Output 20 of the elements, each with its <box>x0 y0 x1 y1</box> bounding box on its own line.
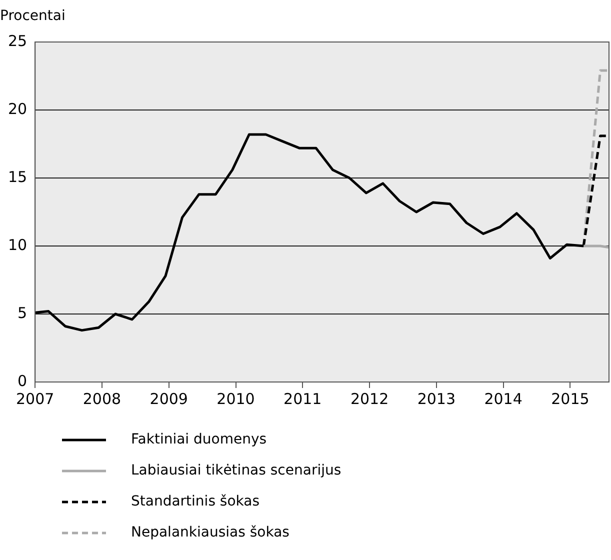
y-tick-label: 5 <box>18 304 28 322</box>
x-tick-label: 2009 <box>150 390 188 408</box>
legend-label: Standartinis šokas <box>131 494 260 510</box>
legend-label: Nepalankiausias šokas <box>131 524 290 541</box>
legend-label: Faktiniai duomenys <box>131 432 267 448</box>
x-tick-label: 2012 <box>350 390 389 408</box>
x-tick-label: 2013 <box>417 390 456 408</box>
x-tick-label: 2015 <box>551 390 590 408</box>
y-tick-label: 15 <box>8 168 28 186</box>
x-tick-label: 2008 <box>82 390 122 408</box>
x-tick-label: 2007 <box>16 390 54 408</box>
x-tick-label: 2014 <box>484 390 522 408</box>
legend-label: Labiausiai tikėtinas scenarijus <box>131 462 342 479</box>
y-tick-label: 10 <box>8 236 28 254</box>
y-tick-label: 20 <box>8 100 28 118</box>
y-tick-label: 0 <box>18 372 28 390</box>
y-tick-label: 25 <box>8 32 28 50</box>
y-axis-title: Procentai <box>0 8 66 24</box>
x-tick-label: 2011 <box>284 390 322 408</box>
x-tick-label: 2010 <box>216 390 255 408</box>
